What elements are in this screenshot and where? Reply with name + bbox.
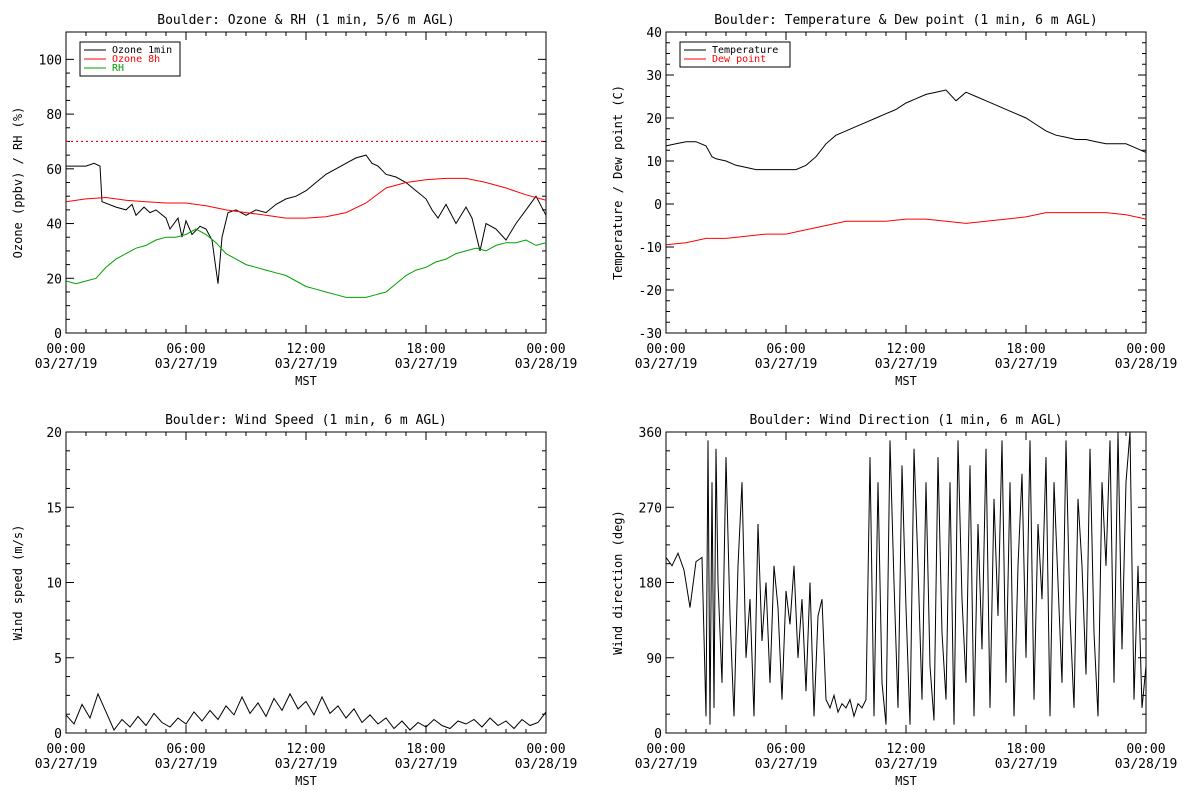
x-tick-label-time: 18:00 bbox=[406, 742, 445, 757]
x-tick-label-date: 03/28/19 bbox=[1115, 757, 1178, 772]
y-tick-label: -30 bbox=[639, 327, 662, 342]
series-line-1 bbox=[66, 692, 546, 731]
x-tick-label-time: 18:00 bbox=[406, 342, 445, 357]
x-axis-label: MST bbox=[295, 374, 317, 388]
y-tick-label: 80 bbox=[46, 108, 62, 123]
y-tick-label: 270 bbox=[639, 501, 662, 516]
legend-entry: Ozone 1min bbox=[112, 45, 172, 56]
y-tick-label: 20 bbox=[46, 272, 62, 287]
x-tick-label-date: 03/27/19 bbox=[635, 357, 698, 372]
y-tick-label: -20 bbox=[639, 284, 662, 299]
x-axis-label: MST bbox=[295, 774, 317, 788]
x-tick-label-time: 00:00 bbox=[526, 342, 565, 357]
y-tick-label: 0 bbox=[54, 727, 62, 742]
x-tick-label-date: 03/27/19 bbox=[995, 757, 1058, 772]
x-tick-label-date: 03/27/19 bbox=[755, 357, 818, 372]
x-tick-label-date: 03/27/19 bbox=[635, 757, 698, 772]
series-line-ozone-1min bbox=[66, 154, 546, 284]
y-axis-label: Ozone (ppbv) / RH (%) bbox=[11, 107, 25, 259]
x-tick-label-date: 03/27/19 bbox=[395, 357, 458, 372]
x-tick-label-time: 18:00 bbox=[1006, 342, 1045, 357]
x-tick-label-date: 03/27/19 bbox=[875, 357, 938, 372]
chart-title: Boulder: Wind Direction (1 min, 6 m AGL) bbox=[749, 413, 1062, 428]
x-tick-label-time: 00:00 bbox=[646, 342, 685, 357]
y-tick-label: 100 bbox=[39, 53, 62, 68]
chart-panel-1: Boulder: Ozone & RH (1 min, 5/6 m AGL) 0 2… bbox=[11, 13, 577, 388]
y-axis-label: Wind direction (deg) bbox=[611, 510, 625, 655]
x-tick-label-time: 18:00 bbox=[1006, 742, 1045, 757]
legend-box bbox=[679, 41, 791, 68]
y-tick-label: 0 bbox=[654, 198, 662, 213]
y-tick-label: -10 bbox=[639, 241, 662, 256]
x-tick-label-date: 03/28/19 bbox=[515, 357, 578, 372]
x-tick-label-time: 00:00 bbox=[46, 342, 85, 357]
chart-title: Boulder: Temperature & Dew point (1 min,… bbox=[714, 13, 1098, 28]
x-tick-label-time: 12:00 bbox=[886, 342, 925, 357]
y-tick-label: 180 bbox=[639, 577, 662, 592]
y-tick-label: 20 bbox=[646, 112, 662, 127]
x-tick-label-time: 00:00 bbox=[1126, 342, 1165, 357]
y-tick-label: 40 bbox=[646, 26, 662, 41]
legend-entry: Dew point bbox=[712, 54, 766, 65]
x-tick-label-date: 03/27/19 bbox=[275, 357, 338, 372]
x-tick-label-time: 12:00 bbox=[886, 742, 925, 757]
y-axis-label: Temperature / Dew point (C) bbox=[611, 85, 625, 280]
y-tick-label: 0 bbox=[654, 727, 662, 742]
x-tick-label-time: 06:00 bbox=[166, 342, 205, 357]
plot-frame bbox=[65, 431, 547, 734]
legend-entry: Temperature bbox=[712, 45, 778, 56]
chart-title: Boulder: Ozone & RH (1 min, 5/6 m AGL) bbox=[157, 13, 454, 28]
x-tick-label-date: 03/27/19 bbox=[755, 757, 818, 772]
x-tick-label-date: 03/28/19 bbox=[1115, 357, 1178, 372]
chart-title: Boulder: Wind Speed (1 min, 6 m AGL) bbox=[165, 413, 447, 428]
x-tick-label-time: 06:00 bbox=[766, 742, 805, 757]
x-tick-label-time: 00:00 bbox=[526, 742, 565, 757]
legend-entry: Ozone 8h bbox=[112, 54, 160, 65]
y-tick-label: 5 bbox=[54, 652, 62, 667]
x-tick-label-time: 06:00 bbox=[766, 342, 805, 357]
x-tick-label-date: 03/28/19 bbox=[515, 757, 578, 772]
x-tick-label-time: 12:00 bbox=[286, 742, 325, 757]
series-line-ozone-8h bbox=[66, 177, 546, 219]
x-axis-label: MST bbox=[895, 374, 917, 388]
x-tick-label-date: 03/27/19 bbox=[275, 757, 338, 772]
y-tick-label: 10 bbox=[646, 155, 662, 170]
y-tick-label: 90 bbox=[646, 652, 662, 667]
series-line-temperature bbox=[666, 89, 1146, 171]
series-line-rh bbox=[66, 228, 546, 298]
y-tick-label: 30 bbox=[646, 69, 662, 84]
chart-panel-4: Boulder: Wind Direction (1 min, 6 m AGL)… bbox=[611, 413, 1177, 788]
x-tick-label-date: 03/27/19 bbox=[995, 357, 1058, 372]
y-tick-label: 10 bbox=[46, 577, 62, 592]
series-line-dew-point bbox=[666, 212, 1146, 246]
legend-entry: RH bbox=[112, 63, 124, 74]
chart-panel-2: Boulder: Temperature & Dew point (1 min,… bbox=[611, 13, 1177, 388]
x-tick-label-date: 03/27/19 bbox=[35, 757, 98, 772]
chart-panel-3: Boulder: Wind Speed (1 min, 6 m AGL) 0 5 10… bbox=[11, 413, 577, 788]
plot-frame bbox=[65, 31, 547, 334]
plot-frame bbox=[665, 31, 1147, 334]
y-tick-label: 0 bbox=[54, 327, 62, 342]
y-tick-label: 360 bbox=[639, 426, 662, 441]
x-tick-label-date: 03/27/19 bbox=[155, 357, 218, 372]
x-tick-label-time: 06:00 bbox=[166, 742, 205, 757]
y-tick-label: 20 bbox=[46, 426, 62, 441]
x-tick-label-time: 00:00 bbox=[1126, 742, 1165, 757]
y-tick-label: 40 bbox=[46, 218, 62, 233]
y-tick-label: 15 bbox=[46, 501, 62, 516]
x-tick-label-date: 03/27/19 bbox=[875, 757, 938, 772]
x-tick-label-date: 03/27/19 bbox=[155, 757, 218, 772]
x-tick-label-time: 00:00 bbox=[46, 742, 85, 757]
x-tick-label-time: 12:00 bbox=[286, 342, 325, 357]
series-line-1 bbox=[666, 432, 1146, 725]
x-tick-label-date: 03/27/19 bbox=[35, 357, 98, 372]
y-tick-label: 60 bbox=[46, 163, 62, 178]
x-tick-label-date: 03/27/19 bbox=[395, 757, 458, 772]
x-axis-label: MST bbox=[895, 774, 917, 788]
y-axis-label: Wind speed (m/s) bbox=[11, 525, 25, 641]
x-tick-label-time: 00:00 bbox=[646, 742, 685, 757]
